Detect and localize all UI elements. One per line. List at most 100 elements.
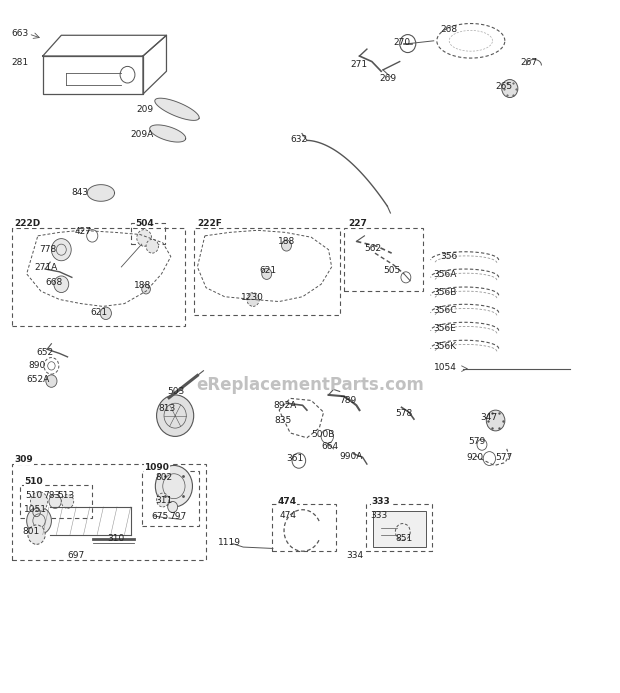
Text: 835: 835 [274,416,291,425]
Text: 209: 209 [137,105,154,114]
Bar [142,471,198,526]
Text: 356E: 356E [434,324,456,333]
Text: 652: 652 [37,347,54,356]
Circle shape [51,238,71,261]
Text: 347: 347 [480,412,497,421]
Circle shape [146,239,159,253]
Text: 427: 427 [75,227,92,236]
Bar [366,505,433,551]
Text: 271: 271 [350,60,367,69]
Text: 222D: 222D [14,218,40,227]
Text: 265: 265 [495,82,513,91]
Bar [20,485,92,518]
Circle shape [156,466,192,507]
Text: 281: 281 [12,58,29,67]
Text: 504: 504 [136,218,154,227]
Text: 1119: 1119 [218,538,241,547]
Circle shape [142,284,151,294]
Text: 663: 663 [12,29,29,38]
Text: 209A: 209A [131,130,154,139]
Polygon shape [87,184,115,201]
Text: 778: 778 [39,245,56,254]
Text: 1054: 1054 [434,362,456,371]
Text: 270: 270 [394,37,410,46]
Text: 356K: 356K [434,342,457,351]
Text: 271A: 271A [35,263,58,272]
Circle shape [137,229,152,246]
Text: 562: 562 [364,244,381,253]
Circle shape [281,240,291,251]
Text: 356A: 356A [434,270,457,279]
Text: 851: 851 [396,534,413,543]
Text: 267: 267 [520,58,538,67]
Text: 843: 843 [72,188,89,198]
Circle shape [27,507,51,534]
Text: 334: 334 [346,551,363,560]
Text: eReplacementParts.com: eReplacementParts.com [196,376,424,394]
Text: 652A: 652A [27,375,50,384]
Text: 500B: 500B [311,430,335,439]
Text: 227: 227 [348,218,367,227]
Text: 361: 361 [286,454,304,463]
Text: 892A: 892A [273,401,296,410]
Circle shape [28,525,45,544]
Text: 990A: 990A [340,452,363,461]
Text: 797: 797 [169,512,186,521]
Bar [344,227,423,291]
Text: 311: 311 [156,495,172,505]
Text: 577: 577 [495,453,513,462]
Circle shape [157,493,169,507]
Text: 510: 510 [24,477,43,486]
Text: 801: 801 [22,527,40,536]
Text: 668: 668 [45,279,63,288]
Text: 510: 510 [25,491,43,500]
Text: 356: 356 [440,252,457,261]
Circle shape [61,495,74,509]
Bar [373,511,427,547]
Text: 188: 188 [278,237,295,246]
Polygon shape [155,98,199,121]
Circle shape [46,375,57,387]
Text: 621: 621 [91,308,107,317]
Text: 188: 188 [134,281,151,290]
Text: 356C: 356C [434,306,457,315]
Circle shape [157,395,193,437]
Circle shape [486,410,505,431]
Circle shape [49,495,61,509]
Text: 664: 664 [321,442,339,451]
Text: 268: 268 [440,25,457,34]
Text: 333: 333 [372,497,391,506]
Text: 222F: 222F [197,218,223,227]
Bar [131,223,165,244]
Text: 309: 309 [14,455,33,464]
Text: 675: 675 [152,512,169,521]
Circle shape [100,307,112,319]
Text: 789: 789 [340,396,357,405]
Text: 1230: 1230 [241,293,264,302]
Bar [272,505,336,551]
Circle shape [168,502,177,513]
Text: 802: 802 [156,473,172,482]
Text: 505: 505 [383,266,401,275]
Bar [193,227,340,315]
Bar [12,227,185,326]
Polygon shape [150,125,186,142]
Circle shape [262,268,272,279]
Text: 783: 783 [43,491,60,500]
Circle shape [502,80,518,98]
Text: 632: 632 [290,134,308,143]
Text: 269: 269 [379,73,396,82]
Text: 474: 474 [279,511,296,520]
Text: 890: 890 [29,361,46,370]
Text: 813: 813 [159,404,175,413]
Circle shape [30,492,48,511]
Text: 513: 513 [58,491,75,500]
Text: 697: 697 [68,551,85,560]
Text: 333: 333 [371,511,388,520]
Text: 503: 503 [168,387,185,396]
Text: 621: 621 [259,266,277,275]
Text: 920: 920 [466,453,483,462]
Text: 1051: 1051 [24,505,47,514]
Bar [12,464,206,559]
Circle shape [247,292,259,306]
